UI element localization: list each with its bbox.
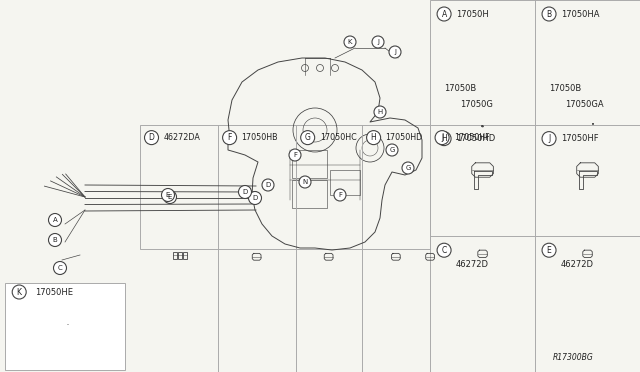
Circle shape [367, 131, 381, 145]
Text: 17050HB: 17050HB [242, 133, 278, 142]
Bar [182, 252, 187, 259]
Circle shape [437, 7, 451, 21]
Text: 17050HE: 17050HE [35, 288, 73, 296]
Bar [330, 170, 360, 195]
Circle shape [289, 149, 301, 161]
Circle shape [402, 162, 414, 174]
Text: 17050B: 17050B [549, 84, 581, 93]
Text: J: J [394, 49, 396, 55]
Text: A: A [442, 10, 447, 19]
Circle shape [54, 262, 67, 275]
Circle shape [386, 144, 398, 156]
Bar [140, 125, 430, 249]
Bar [592, 123, 593, 124]
Bar [292, 150, 327, 178]
Circle shape [223, 131, 237, 145]
Text: J: J [548, 134, 550, 143]
Bar [173, 252, 177, 259]
Text: R17300BG: R17300BG [553, 353, 594, 362]
Text: E: E [166, 192, 170, 198]
Text: A: A [52, 217, 58, 223]
Text: F: F [293, 152, 297, 158]
Bar [177, 252, 182, 259]
Circle shape [239, 186, 252, 199]
Text: B: B [52, 237, 58, 243]
Text: D: D [266, 182, 271, 188]
Text: 46272D: 46272D [456, 260, 489, 269]
Text: D: D [148, 133, 154, 142]
Text: 46272D: 46272D [561, 260, 594, 269]
Text: G: G [305, 133, 310, 142]
Text: E: E [168, 194, 172, 200]
Text: 17050HD: 17050HD [385, 133, 423, 142]
Text: 46272DA: 46272DA [164, 133, 200, 142]
Text: 17050H: 17050H [456, 10, 489, 19]
Text: 17050HD: 17050HD [456, 134, 495, 143]
Bar [67, 323, 68, 324]
Bar [292, 180, 327, 208]
Circle shape [262, 179, 274, 191]
Circle shape [372, 36, 384, 48]
Text: N: N [302, 179, 308, 185]
Bar [5, 283, 125, 370]
Text: K: K [348, 39, 352, 45]
Text: F: F [227, 133, 232, 142]
Text: C: C [442, 246, 447, 255]
Text: D: D [252, 195, 258, 201]
Text: 17050HF: 17050HF [561, 134, 598, 143]
Circle shape [542, 132, 556, 145]
Text: 17050GA: 17050GA [565, 100, 604, 109]
Text: 17050B: 17050B [444, 84, 476, 93]
Circle shape [437, 243, 451, 257]
Text: B: B [547, 10, 552, 19]
Circle shape [248, 192, 262, 205]
Bar [592, 122, 593, 123]
Circle shape [435, 131, 449, 145]
Text: F: F [338, 192, 342, 198]
Text: C: C [58, 265, 62, 271]
Text: D: D [243, 189, 248, 195]
Text: E: E [547, 246, 552, 255]
Circle shape [163, 190, 177, 203]
Circle shape [542, 243, 556, 257]
Circle shape [161, 189, 175, 202]
Circle shape [389, 46, 401, 58]
Circle shape [145, 131, 159, 145]
Text: G: G [389, 147, 395, 153]
Text: H: H [441, 134, 447, 143]
Circle shape [301, 131, 315, 145]
Text: H: H [371, 133, 376, 142]
Circle shape [299, 176, 311, 188]
Text: J: J [441, 133, 444, 142]
Circle shape [437, 132, 451, 145]
Circle shape [542, 7, 556, 21]
Circle shape [344, 36, 356, 48]
Circle shape [49, 234, 61, 247]
Text: 17050HC: 17050HC [319, 133, 356, 142]
Circle shape [12, 285, 26, 299]
Circle shape [374, 106, 386, 118]
Circle shape [334, 189, 346, 201]
Text: K: K [17, 288, 22, 296]
Text: 17050HA: 17050HA [561, 10, 600, 19]
Text: H: H [378, 109, 383, 115]
Circle shape [49, 214, 61, 227]
Text: 17050HF: 17050HF [454, 133, 490, 142]
Bar [430, 0, 640, 372]
Text: 17050G: 17050G [460, 100, 493, 109]
Text: G: G [405, 165, 411, 171]
Text: J: J [377, 39, 379, 45]
